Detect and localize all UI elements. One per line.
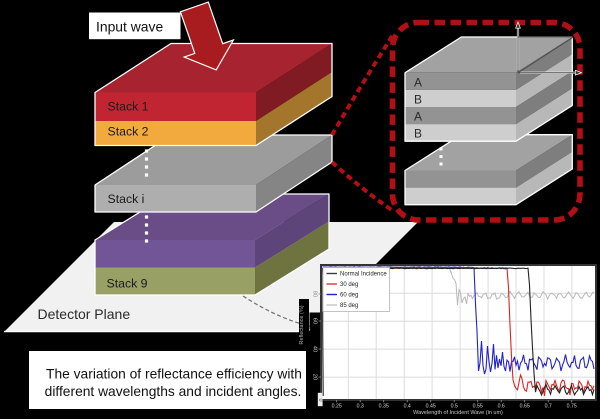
svg-text:0.7: 0.7 — [545, 404, 552, 410]
svg-text:0.65: 0.65 — [520, 404, 530, 410]
svg-text:60: 60 — [312, 318, 318, 324]
svg-text:60 deg: 60 deg — [340, 293, 358, 299]
svg-text:0.35: 0.35 — [379, 404, 389, 410]
svg-text:85 deg: 85 deg — [340, 303, 358, 309]
svg-text:0.25: 0.25 — [332, 404, 342, 410]
svg-text:Stack i: Stack i — [108, 192, 145, 206]
svg-text:Reflectance (%): Reflectance (%) — [299, 305, 305, 344]
svg-text:Stack 2: Stack 2 — [108, 125, 149, 139]
svg-text:0.45: 0.45 — [426, 404, 436, 410]
svg-text:Stack 1: Stack 1 — [108, 100, 149, 114]
svg-text:0: 0 — [317, 398, 323, 401]
svg-text:0.5: 0.5 — [451, 404, 458, 410]
svg-text:A: A — [414, 110, 422, 124]
svg-text:Wavelength of Incident Wave (i: Wavelength of Incident Wave (in um) — [413, 410, 503, 416]
svg-text:The variation of reflectance e: The variation of reflectance efficiency … — [46, 367, 302, 382]
svg-text:80: 80 — [312, 291, 318, 297]
svg-text:B: B — [414, 127, 422, 141]
svg-text:0.4: 0.4 — [404, 404, 411, 410]
svg-text:different wavelengths and inci: different wavelengths and incident angle… — [45, 384, 302, 399]
svg-text:0.3: 0.3 — [357, 404, 364, 410]
svg-text:A: A — [414, 76, 422, 90]
svg-text:0.6: 0.6 — [498, 404, 505, 410]
svg-text:30 deg: 30 deg — [340, 282, 358, 288]
svg-text:Stack 9: Stack 9 — [107, 277, 148, 291]
svg-text:Normal Incidence: Normal Incidence — [340, 272, 387, 278]
svg-text:20: 20 — [312, 374, 318, 380]
svg-text:0.55: 0.55 — [473, 404, 483, 410]
svg-text:40: 40 — [312, 346, 318, 352]
svg-text:Detector Plane: Detector Plane — [38, 306, 131, 322]
svg-text:Input wave: Input wave — [96, 19, 163, 35]
svg-text:B: B — [414, 93, 422, 107]
svg-text:0.75: 0.75 — [567, 404, 577, 410]
